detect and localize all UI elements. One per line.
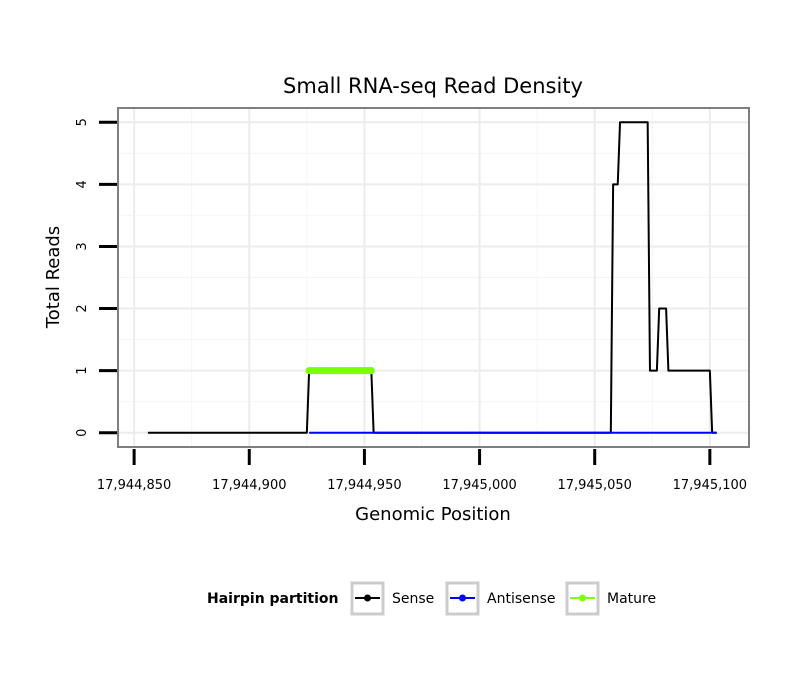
axes: 17,944,850 17,944,900 17,944,950 17,945,000…: [75, 118, 747, 493]
y-axis-title: Total Reads: [43, 226, 64, 329]
grid: [118, 108, 749, 447]
y-tick-label: 4: [75, 180, 90, 188]
x-tick-label: 17,944,900: [212, 478, 286, 493]
mature-point: [367, 367, 375, 375]
legend-item-sense: Sense: [350, 581, 434, 616]
legend-item-mature: Mature: [565, 581, 656, 616]
legend-point-sense: [364, 594, 371, 602]
legend: Hairpin partition Sense Antisense Mature: [207, 581, 656, 616]
x-tick-label: 17,944,950: [327, 478, 401, 493]
x-tick-label: 17,945,050: [557, 478, 631, 493]
plot-panel-border: [117, 107, 750, 448]
legend-title: Hairpin partition: [207, 591, 338, 607]
chart-title: Small RNA-seq Read Density: [283, 74, 583, 98]
legend-label-antisense: Antisense: [487, 591, 556, 607]
y-tick-label: 2: [75, 304, 90, 312]
y-tick-label: 5: [75, 118, 90, 126]
y-tick-label: 1: [75, 366, 90, 374]
y-tick-label: 3: [75, 242, 90, 250]
legend-point-mature: [579, 594, 586, 602]
x-axis-title: Genomic Position: [355, 504, 511, 525]
legend-label-mature: Mature: [607, 591, 656, 607]
x-tick-label: 17,945,000: [442, 478, 516, 493]
legend-point-antisense: [459, 594, 466, 602]
y-tick-label: 0: [75, 429, 90, 437]
series-layer: [147, 121, 717, 434]
x-tick-label: 17,945,100: [673, 478, 747, 493]
x-tick-label: 17,944,850: [97, 478, 171, 493]
legend-label-sense: Sense: [392, 591, 434, 607]
legend-item-antisense: Antisense: [445, 581, 556, 616]
